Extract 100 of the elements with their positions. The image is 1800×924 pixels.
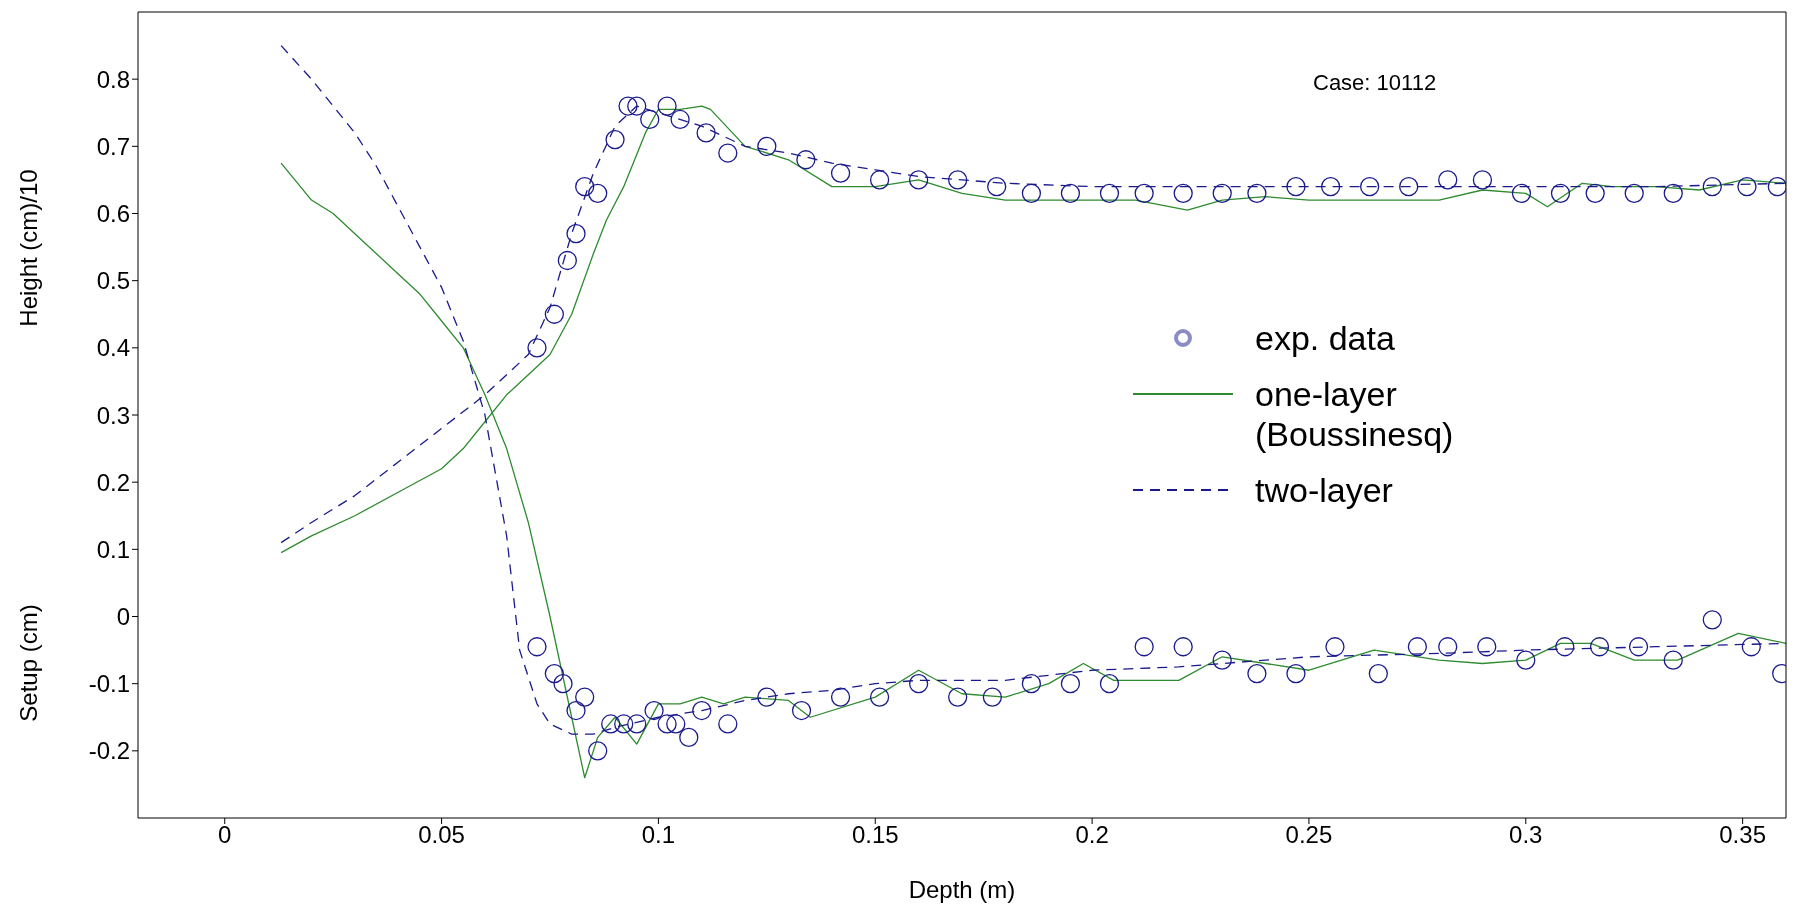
point bbox=[644, 700, 664, 721]
point bbox=[1438, 637, 1458, 657]
point bbox=[1702, 176, 1722, 197]
point bbox=[1741, 637, 1761, 657]
point bbox=[1021, 183, 1042, 203]
x-tick-label: 0.15 bbox=[851, 821, 899, 849]
point bbox=[1767, 176, 1786, 197]
point bbox=[557, 250, 577, 271]
point bbox=[987, 176, 1007, 197]
point bbox=[1212, 183, 1232, 203]
point bbox=[1060, 183, 1081, 203]
point bbox=[1516, 650, 1536, 670]
x-tick-label: 0.2 bbox=[1075, 821, 1109, 849]
x-tick-label: 0.05 bbox=[418, 821, 465, 849]
point bbox=[566, 224, 586, 244]
point bbox=[757, 136, 777, 156]
point bbox=[982, 687, 1003, 707]
point bbox=[791, 700, 812, 721]
point bbox=[575, 176, 595, 197]
point bbox=[1589, 637, 1610, 657]
point bbox=[1134, 637, 1154, 657]
point bbox=[666, 714, 686, 734]
x-tick-label: 0.35 bbox=[1719, 821, 1766, 849]
legend-label: two-layer bbox=[1255, 470, 1393, 510]
point bbox=[1134, 183, 1154, 203]
point bbox=[553, 674, 573, 694]
point bbox=[657, 96, 677, 116]
point bbox=[1472, 170, 1493, 190]
y-tick-label: 0.6 bbox=[96, 200, 130, 228]
point bbox=[908, 674, 929, 694]
point bbox=[1407, 637, 1428, 657]
y-tick-label: 0.3 bbox=[96, 401, 130, 429]
point bbox=[1702, 610, 1722, 630]
point bbox=[1585, 183, 1605, 203]
point bbox=[1399, 176, 1419, 197]
point bbox=[1212, 650, 1232, 670]
point bbox=[718, 143, 738, 163]
point bbox=[1173, 637, 1193, 657]
y-axis-title: Height (cm)/10 bbox=[15, 169, 43, 327]
point bbox=[627, 714, 647, 734]
point bbox=[588, 741, 608, 761]
x-tick-label: 0.3 bbox=[1509, 821, 1543, 849]
point bbox=[1624, 183, 1644, 203]
x-axis-title: Depth (m) bbox=[908, 876, 1016, 903]
point bbox=[575, 687, 595, 707]
point bbox=[1555, 637, 1575, 657]
point bbox=[1737, 176, 1757, 197]
point bbox=[908, 170, 929, 190]
point bbox=[1360, 176, 1380, 197]
legend-label: one-layer (Boussinesq) bbox=[1255, 374, 1455, 454]
point bbox=[1021, 674, 1042, 694]
point bbox=[1099, 674, 1120, 694]
y-tick-label: 0.2 bbox=[96, 468, 130, 496]
point bbox=[588, 183, 608, 203]
point bbox=[1477, 637, 1497, 657]
point bbox=[696, 123, 716, 143]
point bbox=[601, 714, 621, 734]
point bbox=[830, 687, 851, 707]
point bbox=[1060, 674, 1081, 694]
point bbox=[527, 338, 547, 358]
point bbox=[1173, 183, 1193, 203]
y-tick-label: 0.5 bbox=[96, 267, 130, 295]
point bbox=[640, 109, 660, 130]
point bbox=[605, 129, 625, 150]
point bbox=[679, 727, 699, 748]
text: Setup (cm) bbox=[15, 604, 43, 722]
point bbox=[1247, 663, 1267, 684]
point bbox=[627, 96, 647, 116]
point bbox=[544, 304, 564, 324]
point bbox=[796, 150, 816, 170]
y-tick-label: 0.8 bbox=[96, 65, 130, 93]
point bbox=[527, 637, 547, 657]
point bbox=[1550, 183, 1571, 203]
point bbox=[657, 714, 677, 734]
legend-label: exp. data bbox=[1255, 318, 1395, 358]
point bbox=[757, 687, 777, 707]
point bbox=[1628, 637, 1649, 657]
y-tick-label: 0.7 bbox=[96, 132, 130, 160]
y-tick-label: 0 bbox=[116, 603, 130, 631]
point bbox=[718, 714, 738, 734]
point bbox=[1286, 176, 1306, 197]
point bbox=[830, 163, 851, 183]
y-tick-label: -0.2 bbox=[88, 737, 130, 765]
point bbox=[1325, 637, 1345, 657]
point bbox=[618, 96, 638, 116]
y-tick-label: 0.1 bbox=[96, 535, 130, 563]
x-tick-label: 0 bbox=[218, 821, 232, 849]
x-tick-label: 0.1 bbox=[641, 821, 676, 849]
point bbox=[869, 687, 890, 707]
point bbox=[692, 700, 712, 721]
x-tick-label: 0.25 bbox=[1285, 821, 1333, 849]
point bbox=[1511, 183, 1532, 203]
point bbox=[544, 663, 564, 684]
point bbox=[670, 109, 690, 130]
y-tick-label: -0.1 bbox=[88, 670, 130, 698]
point bbox=[1099, 183, 1120, 203]
point bbox=[948, 687, 968, 707]
point bbox=[1286, 663, 1306, 684]
point bbox=[614, 714, 634, 734]
point bbox=[948, 170, 968, 190]
